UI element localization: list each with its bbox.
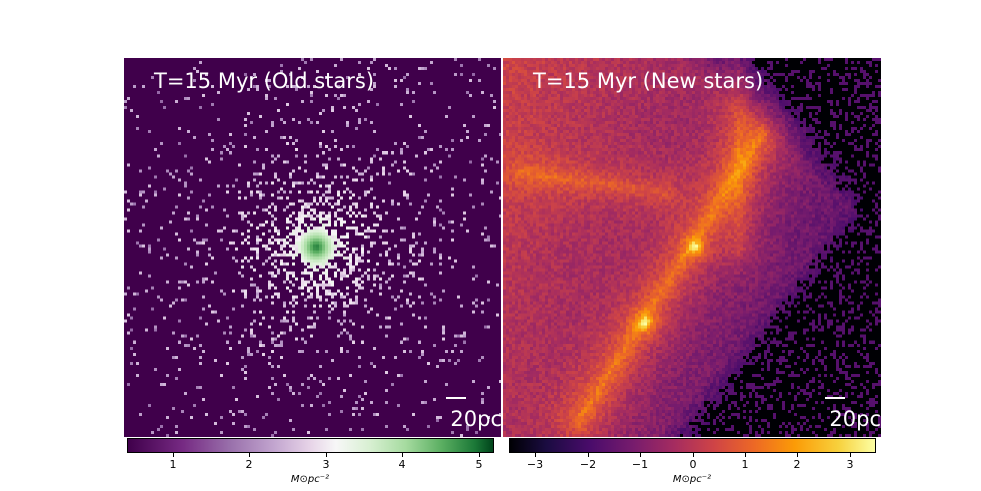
colorbar-tick	[745, 453, 746, 457]
colorbar-tick-label: 4	[398, 458, 406, 471]
old-stars-colorbar	[127, 438, 494, 453]
colorbar-tick	[640, 453, 641, 457]
colorbar-tick-label: −2	[579, 458, 597, 471]
new-stars-panel-title: T=15 Myr (New stars)	[533, 69, 764, 93]
colorbar-tick-label: 5	[475, 458, 483, 471]
old-stars-scale-bar	[446, 397, 466, 399]
colorbar-tick-label: 2	[793, 458, 801, 471]
old-stars-density-map: T=15 Myr (Old stars) 20pc	[124, 58, 502, 437]
old-stars-panel-title: T=15 Myr (Old stars)	[154, 69, 375, 93]
colorbar-tick	[797, 453, 798, 457]
colorbar-tick-label: 1	[741, 458, 749, 471]
new-stars-density-map: T=15 Myr (New stars) 20pc	[503, 58, 881, 437]
colorbar-tick-label: 3	[322, 458, 330, 471]
colorbar-tick-label: −1	[631, 458, 649, 471]
colorbar-tick	[588, 453, 589, 457]
colorbar-tick-label: −3	[526, 458, 544, 471]
old-stars-scale-label: 20pc	[450, 407, 502, 431]
new-stars-scale-label: 20pc	[829, 407, 881, 431]
colorbar-tick-label: 2	[245, 458, 253, 471]
old-stars-colorbar-units: M⊙pc⁻²	[290, 474, 330, 485]
new-stars-colorbar	[509, 438, 876, 453]
colorbar-tick	[535, 453, 536, 457]
colorbar-tick	[850, 453, 851, 457]
colorbar-tick	[249, 453, 250, 457]
colorbar-tick	[326, 453, 327, 457]
colorbar-tick-label: 3	[846, 458, 854, 471]
old-stars-image	[124, 58, 502, 437]
colorbar-tick-label: 0	[689, 458, 697, 471]
colorbar-tick	[693, 453, 694, 457]
panel-divider	[501, 58, 503, 437]
colorbar-tick	[479, 453, 480, 457]
colorbar-tick	[173, 453, 174, 457]
new-stars-image	[503, 58, 881, 437]
new-stars-scale-bar	[825, 397, 845, 399]
colorbar-tick-label: 1	[169, 458, 177, 471]
new-stars-colorbar-units: M⊙pc⁻²	[672, 474, 712, 485]
colorbar-tick	[402, 453, 403, 457]
